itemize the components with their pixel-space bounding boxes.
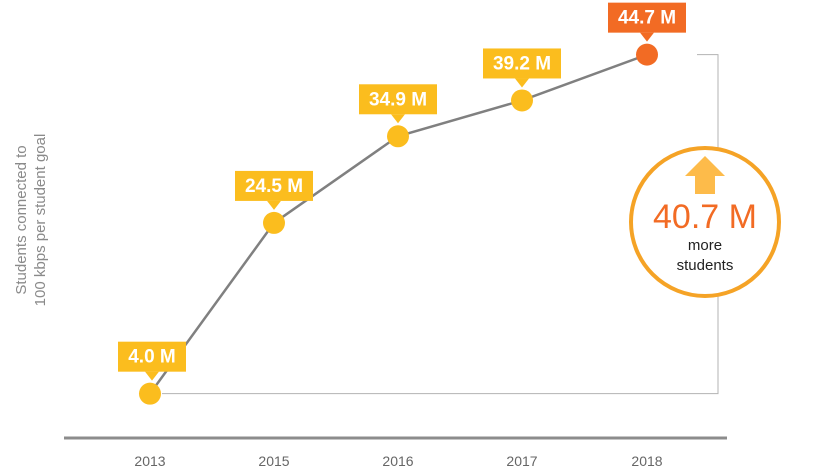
data-label-box bbox=[235, 170, 313, 201]
x-tick-label: 2017 bbox=[506, 453, 537, 469]
data-point-highlight bbox=[636, 43, 658, 66]
data-label-box bbox=[359, 84, 437, 115]
data-label: 34.9 M bbox=[359, 84, 437, 124]
data-label-pointer bbox=[267, 200, 281, 210]
callout-text-students: students bbox=[677, 257, 734, 274]
data-label-pointer bbox=[640, 32, 654, 42]
x-tick-label: 2015 bbox=[258, 453, 289, 469]
growth-callout: 40.7 M more students bbox=[629, 146, 781, 298]
data-point bbox=[139, 382, 161, 405]
callout-circle bbox=[629, 146, 781, 298]
data-label-text: 44.7 M bbox=[618, 8, 676, 29]
data-label: 44.7 M bbox=[608, 2, 686, 42]
data-label-text: 24.5 M bbox=[245, 176, 303, 197]
data-label-pointer bbox=[145, 371, 159, 381]
data-label-text: 39.2 M bbox=[493, 53, 551, 74]
y-axis-label-line-1: Students connected to bbox=[13, 145, 30, 295]
x-tick-label: 2013 bbox=[134, 453, 165, 469]
data-points bbox=[139, 43, 658, 405]
data-point bbox=[511, 89, 533, 112]
data-label-box bbox=[608, 2, 686, 33]
up-arrow-icon bbox=[685, 156, 725, 194]
data-label-box bbox=[118, 341, 186, 372]
data-labels: 4.0 M 24.5 M 34.9 M 39.2 M 44.7 M bbox=[118, 2, 686, 381]
data-label: 24.5 M bbox=[235, 170, 313, 210]
x-tick-label: 2018 bbox=[631, 453, 662, 469]
data-label-pointer bbox=[391, 114, 405, 124]
data-label-text: 34.9 M bbox=[369, 89, 427, 110]
callout-text-more: more bbox=[688, 237, 722, 254]
y-axis-label-line-2: 100 kbps per student goal bbox=[32, 133, 49, 307]
x-tick-label: 2016 bbox=[382, 453, 413, 469]
data-label-text: 4.0 M bbox=[128, 347, 176, 368]
data-point bbox=[387, 125, 409, 148]
y-axis-label: Students connected to 100 kbps per stude… bbox=[2, 130, 92, 310]
data-point bbox=[263, 211, 285, 234]
data-label-pointer bbox=[515, 78, 529, 88]
data-label: 39.2 M bbox=[483, 48, 561, 88]
x-tick-labels: 2013 2015 2016 2017 2018 bbox=[134, 453, 662, 469]
data-label-box bbox=[483, 48, 561, 79]
data-label: 4.0 M bbox=[118, 341, 186, 381]
callout-value: 40.7 M bbox=[653, 198, 757, 236]
